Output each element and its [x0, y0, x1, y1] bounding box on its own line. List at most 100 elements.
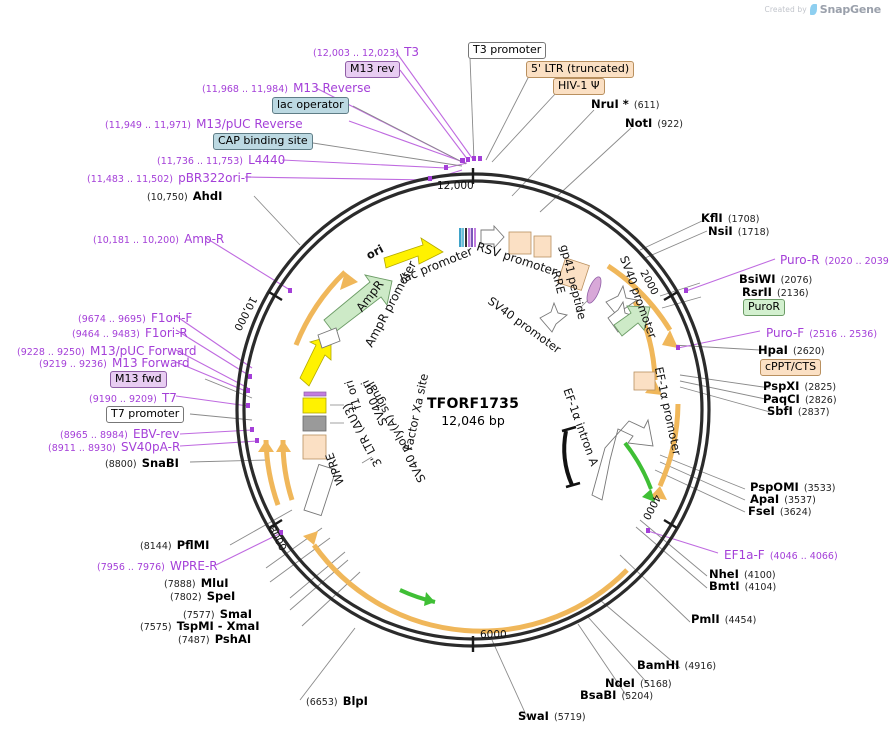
ruler-tick-6000: 6000 — [480, 629, 507, 641]
primer-label-f1ori-r[interactable]: (9464 .. 9483) F1ori-R — [72, 324, 188, 341]
enzyme-name: BlpI — [342, 694, 368, 708]
primer-range: (4046 .. 4066) — [769, 551, 838, 562]
primer-label-amp-r[interactable]: (10,181 .. 10,200) Amp-R — [93, 230, 224, 247]
enzyme-name: NsiI — [708, 224, 733, 238]
enzyme-label-bamhi[interactable]: BamHI (4916) — [637, 656, 716, 673]
enzyme-label-sbfi[interactable]: SbfI (2837) — [767, 402, 829, 419]
callout-t7-promoter[interactable]: T7 promoter — [106, 406, 185, 423]
callout-lac-operator[interactable]: lac operator — [272, 97, 349, 114]
enzyme-label-rsrii[interactable]: RsrII (2136) — [742, 283, 809, 300]
enzyme-label-blpi[interactable]: (6653) BlpI — [306, 692, 368, 709]
primer-label-ebv-rev[interactable]: (8965 .. 8984) EBV-rev — [60, 425, 179, 442]
callout-t3-promoter[interactable]: T3 promoter — [468, 42, 547, 59]
primer-name: Puro-F — [766, 326, 805, 340]
enzyme-label-swai[interactable]: SwaI (5719) — [518, 707, 586, 724]
feature-ori — [383, 237, 444, 269]
enzyme-label-kfli[interactable]: KflI (1708) — [701, 209, 759, 226]
callout-m13-rev[interactable]: M13 rev — [345, 61, 400, 78]
enzyme-label-bsiwi[interactable]: BsiWI (2076) — [739, 270, 812, 287]
enzyme-pos: (5168) — [640, 679, 672, 690]
primer-name: EBV-rev — [132, 427, 180, 441]
primer-label-f1ori-f[interactable]: (9674 .. 9695) F1ori-F — [78, 309, 192, 326]
callout-5-ltr-truncated[interactable]: 5' LTR (truncated) — [526, 61, 635, 78]
enzyme-name: PspOMI — [750, 480, 799, 494]
enzyme-label-pspomi[interactable]: PspOMI (3533) — [750, 478, 836, 495]
enzyme-name: PmlI — [691, 612, 720, 626]
primer-feet — [246, 156, 688, 535]
enzyme-label-hpai[interactable]: HpaI (2620) — [758, 341, 825, 358]
enzyme-label-pshai[interactable]: (7487) PshAI — [178, 630, 251, 647]
enzyme-name: BsiWI — [739, 272, 776, 286]
enzyme-pos: (2825) — [804, 382, 837, 393]
primer-label-puro-r[interactable]: Puro-R (2020 .. 2039) — [780, 251, 889, 268]
watermark-prefix: Created by — [764, 5, 807, 14]
enzyme-label-nrui[interactable]: NruI * (611) — [591, 95, 659, 112]
feature-ef1a-intron — [561, 425, 581, 489]
enzyme-name: SnaBI — [141, 456, 179, 470]
callout-puror[interactable]: PuroR — [743, 299, 786, 316]
enzyme-label-nsii[interactable]: NsiI (1718) — [708, 222, 769, 239]
enzyme-label-pspxi[interactable]: PspXI (2825) — [763, 377, 836, 394]
enzyme-pos: (3624) — [779, 507, 812, 518]
enzyme-name: FseI — [748, 504, 775, 518]
primer-name: Puro-R — [780, 253, 820, 267]
primer-label-m13-puc-reverse[interactable]: (11,949 .. 11,971) M13/pUC Reverse — [105, 115, 303, 132]
primer-label-sv40pa-r[interactable]: (8911 .. 8930) SV40pA-R — [48, 438, 180, 455]
primer-name: L4440 — [248, 153, 286, 167]
enzyme-label-mlui[interactable]: (7888) MluI — [164, 574, 229, 591]
enzyme-pos: (6653) — [306, 697, 338, 708]
enzyme-label-apai[interactable]: ApaI (3537) — [750, 490, 816, 507]
enzyme-label-snabi[interactable]: (8800) SnaBI — [105, 454, 179, 471]
feature-top-cluster — [459, 224, 552, 258]
primer-label-puro-f[interactable]: Puro-F (2516 .. 2536) — [766, 324, 877, 341]
callout-hiv1-psi[interactable]: HIV-1 Ψ — [553, 78, 605, 95]
enzyme-label-pmli[interactable]: PmlI (4454) — [691, 610, 756, 627]
primer-label-ef1a-f[interactable]: EF1a-F (4046 .. 4066) — [724, 546, 838, 563]
primer-name: Amp-R — [184, 232, 225, 246]
primer-label-l4440[interactable]: (11,736 .. 11,753) L4440 — [157, 151, 285, 168]
enzyme-pos: (10,750) — [147, 192, 188, 203]
enzyme-name: PspXI — [763, 379, 800, 393]
enzyme-pos: (1708) — [727, 214, 760, 225]
enzyme-label-pflmi[interactable]: (8144) PflMI — [140, 536, 209, 553]
enzyme-pos: (7888) — [164, 579, 196, 590]
primer-label-t3[interactable]: (12,003 .. 12,023) T3 — [313, 43, 419, 60]
callout-m13-fwd[interactable]: M13 fwd — [110, 371, 167, 388]
enzyme-label-fsei[interactable]: FseI (3624) — [748, 502, 811, 519]
primer-name: EF1a-F — [724, 548, 765, 562]
primer-name: M13/pUC Reverse — [196, 117, 303, 131]
enzyme-name: HpaI — [758, 343, 788, 357]
primer-label-wpre-r[interactable]: (7956 .. 7976) WPRE-R — [97, 557, 218, 574]
enzyme-label-noti[interactable]: NotI (922) — [625, 114, 683, 131]
callout-cap-binding-site[interactable]: CAP binding site — [213, 133, 313, 150]
enzyme-pos: (5204) — [621, 691, 654, 702]
enzyme-label-spei[interactable]: (7802) SpeI — [170, 587, 235, 604]
primer-label-t7[interactable]: (9190 .. 9209) T7 — [89, 389, 177, 406]
primer-range: (8965 .. 8984) — [60, 430, 128, 441]
enzyme-label-ndei[interactable]: NdeI (5168) — [605, 674, 672, 691]
callout-cppt-cts[interactable]: cPPT/CTS — [760, 359, 822, 376]
primer-label-m13-forward[interactable]: (9219 .. 9236) M13 Forward — [39, 354, 190, 371]
enzyme-label-bsabi[interactable]: BsaBI (5204) — [580, 686, 653, 703]
primer-name: T7 — [161, 391, 177, 405]
enzyme-name: NdeI — [605, 676, 635, 690]
enzyme-label-smai[interactable]: (7577) SmaI — [183, 605, 252, 622]
primer-name: M13/pUC Forward — [89, 344, 197, 358]
primer-label-pbr322ori-f[interactable]: (11,483 .. 11,502) pBR322ori-F — [87, 169, 252, 186]
enzyme-label-paqci[interactable]: PaqCI (2826) — [763, 390, 837, 407]
feature-sv40-ori — [317, 327, 341, 349]
primer-range: (9190 .. 9209) — [89, 394, 157, 405]
enzyme-name: BsaBI — [580, 688, 617, 702]
primer-name: F1ori-F — [150, 311, 193, 325]
primer-range: (10,181 .. 10,200) — [93, 235, 179, 246]
plasmid-name: TFORF1735 — [426, 396, 520, 412]
enzyme-label-ahdi[interactable]: (10,750) AhdI — [147, 187, 222, 204]
enzyme-label-nhei[interactable]: NheI (4100) — [709, 565, 776, 582]
primer-label-m13-puc-forward[interactable]: (9228 .. 9250) M13/pUC Forward — [17, 342, 196, 359]
enzyme-pos: (7577) — [183, 610, 215, 621]
enzyme-label-bmti[interactable]: BmtI (4104) — [709, 577, 776, 594]
primer-label-m13-reverse[interactable]: (11,968 .. 11,984) M13 Reverse — [202, 79, 371, 96]
enzyme-label-tspmi-xmai[interactable]: (7575) TspMI - XmaI — [140, 617, 259, 634]
enzyme-pos: (2076) — [780, 275, 813, 286]
